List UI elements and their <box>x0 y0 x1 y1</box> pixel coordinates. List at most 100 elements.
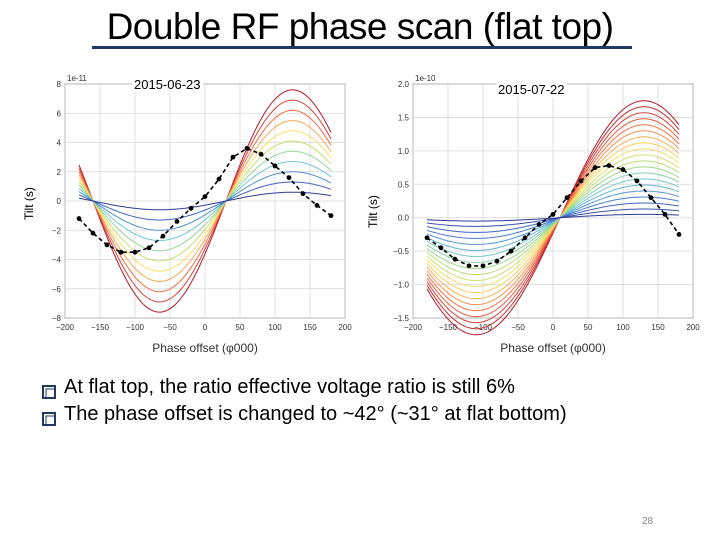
measurement-point <box>216 176 222 182</box>
bullet-list: At flat top, the ratio effective voltage… <box>42 374 682 428</box>
measurement-point <box>536 222 542 227</box>
y-tick-label: −6 <box>52 285 62 294</box>
chart-left-y-axis-label: Tilt (s) <box>22 187 36 220</box>
y-tick-label: 1.5 <box>398 113 410 122</box>
bullet-text: The phase offset is changed to ~42° (~31… <box>64 403 567 425</box>
measurement-point <box>146 245 152 251</box>
y-tick-label: 6 <box>57 109 62 118</box>
measurement-point <box>620 167 626 172</box>
y-tick-label: 2 <box>57 168 62 177</box>
measurement-point <box>90 230 96 236</box>
measurement-point <box>132 249 138 255</box>
page-number: 28 <box>642 516 654 527</box>
model-curve-line <box>426 213 680 222</box>
measurement-point <box>118 249 124 255</box>
y-tick-label: −0.5 <box>393 247 409 256</box>
x-tick-label: −150 <box>439 323 458 332</box>
measurement-point <box>662 211 668 217</box>
model-curve-line <box>426 196 680 239</box>
chart-panel-right: −200 −150 −100 −50 0 50 100 150 200 −1.5 −1.0 −0.5 0… <box>378 70 708 360</box>
x-tick-label: 0 <box>551 323 556 332</box>
x-tick-label: 200 <box>338 323 352 332</box>
model-curve-line <box>78 171 332 231</box>
bullet-text: At flat top, the ratio effective voltage… <box>64 376 515 398</box>
chart-left-svg: −200 −150 −100 −50 0 50 100 150 200 −8 −6 −4 −2 0 2 4 6 8… <box>52 74 352 355</box>
measurement-point <box>564 195 570 201</box>
model-curve-line <box>426 184 680 251</box>
measurement-point <box>300 191 306 197</box>
model-curve-line <box>78 150 332 252</box>
model-curve-line <box>78 99 332 303</box>
chart-right-y-axis-label: Tilt (s) <box>366 195 380 228</box>
x-tick-label: 50 <box>236 323 245 332</box>
y-tick-label: −1.5 <box>393 314 409 323</box>
checkbox-bullet-icon <box>42 407 56 426</box>
measurement-point <box>328 213 334 219</box>
chart-panel-left: −200 −150 −100 −50 0 50 100 150 200 −8 −6 −4 −2 0 2 4 6 8… <box>30 70 360 360</box>
model-curve-line <box>426 202 680 233</box>
model-curve-line <box>78 140 332 262</box>
bullet-item: At flat top, the ratio effective voltage… <box>42 374 682 401</box>
y-multiplier-label: 1e-11 <box>67 74 87 83</box>
y-tick-label: 0.5 <box>398 180 410 189</box>
chart-left-date-label: 2015-06-23 <box>132 77 203 92</box>
y-tick-label: 0 <box>57 197 62 206</box>
title-underline <box>92 46 632 49</box>
measurement-point <box>230 154 236 160</box>
measurement-point <box>438 245 444 251</box>
measurement-point <box>508 248 514 254</box>
measurement-point <box>76 216 82 221</box>
y-tick-label: −1.0 <box>393 281 409 290</box>
measurement-point <box>494 258 500 264</box>
chart-right-date-label: 2015-07-22 <box>496 82 567 97</box>
measurement-point <box>286 175 292 180</box>
y-tick-label: −2 <box>52 226 62 235</box>
y-multiplier-label: 1e-10 <box>415 74 436 83</box>
measurement-point <box>578 178 584 184</box>
model-curve-line <box>78 181 332 221</box>
measurement-point <box>244 145 250 151</box>
x-tick-label: 150 <box>303 323 317 332</box>
x-tick-label: 200 <box>686 323 700 332</box>
x-tick-label: 150 <box>651 323 665 332</box>
measurement-point <box>258 151 264 157</box>
y-tick-label: 1.0 <box>398 147 410 156</box>
measurement-point <box>648 195 654 201</box>
x-axis-label: Phase offset (φ000) <box>500 341 606 355</box>
measurement-point <box>676 232 682 237</box>
measurement-point <box>634 178 640 184</box>
chart-right-svg: −200 −150 −100 −50 0 50 100 150 200−1.5−1.0−0.50… <box>393 74 700 355</box>
measurement-point <box>272 163 278 169</box>
model-curve-line <box>426 190 680 246</box>
measurement-point <box>606 163 612 168</box>
bullet-item: The phase offset is changed to ~42° (~31… <box>42 401 682 428</box>
x-tick-label: 100 <box>616 323 630 332</box>
x-tick-label: 50 <box>584 323 593 332</box>
model-curve-line <box>426 208 680 227</box>
x-tick-label: −100 <box>126 323 145 332</box>
measurement-point <box>202 194 208 200</box>
measurement-point <box>452 256 458 262</box>
model-curve-line <box>78 109 332 293</box>
measurement-point <box>424 235 430 241</box>
measurement-point <box>314 202 320 208</box>
x-tick-label: −50 <box>511 323 525 332</box>
x-tick-label: −200 <box>404 323 423 332</box>
x-axis-label: Phase offset (φ000) <box>152 341 258 355</box>
model-curve-line <box>78 191 332 211</box>
model-curve-line <box>78 89 332 313</box>
measurement-point <box>174 219 180 224</box>
y-tick-label: 2.0 <box>398 80 410 89</box>
y-tick-label: 0.0 <box>398 214 410 223</box>
model-curve-line <box>426 172 680 263</box>
measurement-point <box>160 233 166 239</box>
model-curve-line <box>426 160 680 275</box>
y-tick-label: 8 <box>57 80 62 89</box>
y-tick-label: −4 <box>52 256 62 265</box>
model-curve-line <box>78 130 332 272</box>
y-tick-label: −8 <box>52 314 62 323</box>
measurement-point <box>466 263 472 269</box>
checkbox-bullet-icon <box>42 380 56 399</box>
measurement-point <box>480 263 486 269</box>
x-tick-label: −200 <box>56 323 75 332</box>
